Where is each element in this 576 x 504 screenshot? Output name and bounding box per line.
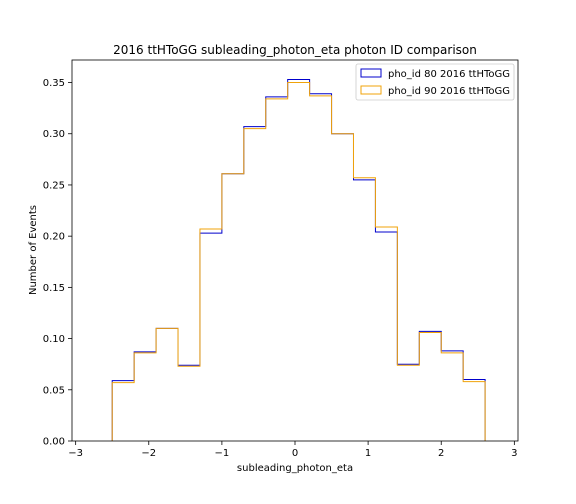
y-tick-label: 0.15 bbox=[43, 283, 65, 294]
chart-title: 2016 ttHToGG subleading_photon_eta photo… bbox=[113, 43, 477, 57]
legend: pho_id 80 2016 ttHToGG pho_id 90 2016 tt… bbox=[355, 63, 515, 101]
series-step-line-0 bbox=[111, 78, 486, 441]
series-layer bbox=[111, 78, 486, 441]
legend-swatch-pho-id-90 bbox=[360, 85, 382, 95]
x-axis-label: subleading_photon_eta bbox=[237, 463, 353, 474]
x-tick-label: 1 bbox=[365, 448, 371, 459]
y-tick-label: 0.00 bbox=[43, 437, 65, 448]
legend-label-pho-id-90: pho_id 90 2016 ttHToGG bbox=[388, 86, 510, 97]
x-axis: −3 −2 −1 0 1 2 3 bbox=[68, 441, 518, 459]
y-axis: 0.00 0.05 0.10 0.15 0.20 0.25 0.30 0.35 bbox=[43, 78, 72, 448]
plot-frame bbox=[71, 59, 519, 442]
legend-swatch-pho-id-80 bbox=[360, 68, 382, 78]
legend-box bbox=[355, 63, 515, 101]
x-tick-label: 2 bbox=[438, 448, 444, 459]
x-tick-label: −1 bbox=[215, 448, 230, 459]
y-tick-label: 0.05 bbox=[43, 385, 65, 396]
series-step-line-1 bbox=[111, 82, 486, 441]
x-tick-label: −3 bbox=[68, 448, 83, 459]
x-tick-label: 0 bbox=[292, 448, 298, 459]
y-tick-label: 0.20 bbox=[43, 232, 65, 243]
x-tick-label: −2 bbox=[141, 448, 156, 459]
legend-label-pho-id-80: pho_id 80 2016 ttHToGG bbox=[388, 69, 510, 80]
y-tick-label: 0.30 bbox=[43, 129, 65, 140]
y-axis-label: Number of Events bbox=[28, 205, 39, 295]
x-tick-label: 3 bbox=[511, 448, 517, 459]
y-tick-label: 0.10 bbox=[43, 334, 65, 345]
y-tick-label: 0.35 bbox=[43, 78, 65, 89]
y-tick-label: 0.25 bbox=[43, 180, 65, 191]
